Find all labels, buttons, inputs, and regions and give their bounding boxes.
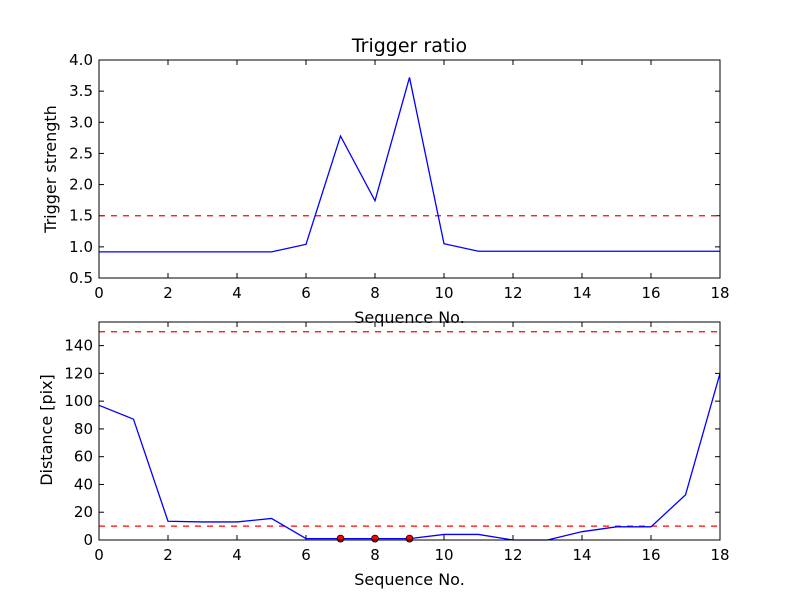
x-tick-label: 4: [232, 284, 242, 302]
y-tick-label: 60: [74, 448, 93, 466]
x-tick-label: 16: [641, 546, 660, 564]
y-axis-label: Trigger strength: [41, 105, 60, 234]
y-tick-label: 3.5: [69, 82, 93, 100]
y-tick-label: 140: [64, 337, 93, 355]
chart-title: Trigger ratio: [351, 35, 467, 57]
x-tick-label: 6: [301, 546, 311, 564]
plot-frame: [98, 321, 721, 541]
x-tick-label: 12: [503, 546, 522, 564]
plot-frame: [98, 59, 721, 279]
y-tick-label: 3.0: [69, 113, 93, 131]
threshold-lines: [99, 331, 720, 527]
series-line: [98, 373, 721, 541]
y-tick-label: 100: [64, 392, 93, 410]
x-tick-label: 6: [301, 284, 311, 302]
y-tick-label: 0: [83, 531, 93, 549]
series-line: [99, 77, 720, 253]
x-tick-label: 12: [503, 284, 522, 302]
y-tick-label: 80: [74, 420, 93, 438]
marker-point: [371, 534, 379, 543]
x-tick-label: 8: [370, 284, 380, 302]
x-tick-label: 10: [434, 284, 453, 302]
x-tick-label: 14: [572, 546, 591, 564]
x-tick-label: 2: [163, 546, 173, 564]
y-tick-label: 1.5: [69, 207, 93, 225]
ticks-group: 0 2 4 6 8 10 12 14 16 18 0.5 1.0 1.5 2.0 2.5 3.0 3.5 4.0: [69, 51, 729, 302]
x-tick-label: 0: [94, 546, 104, 564]
top-panel: Trigger ratio Sequence No. Trigger stren…: [41, 35, 730, 327]
x-tick-label: 18: [710, 284, 729, 302]
x-tick-label: 14: [572, 284, 591, 302]
x-tick-label: 2: [163, 284, 173, 302]
y-tick-label: 0.5: [69, 269, 93, 287]
y-tick-label: 120: [64, 364, 93, 382]
y-tick-label: 2.0: [69, 176, 93, 194]
y-axis-label: Distance [pix]: [37, 374, 56, 486]
series-group: [99, 77, 720, 253]
x-tick-label: 4: [232, 546, 242, 564]
marker-point: [405, 534, 414, 543]
ticks-group: 0 2 4 6 8 10 12 14 16 18 0 20 40 60 80 100 120 140: [64, 322, 730, 564]
x-tick-label: 18: [710, 546, 729, 564]
x-tick-label: 8: [370, 546, 380, 564]
y-tick-label: 1.0: [69, 238, 93, 256]
x-tick-label: 16: [641, 284, 660, 302]
x-tick-label: 10: [434, 546, 453, 564]
x-axis-label: Sequence No.: [354, 308, 465, 327]
marker-point: [336, 534, 345, 543]
bottom-panel: Sequence No. Distance [pix] 0 2 4 6 8 10 12 14 1…: [37, 321, 730, 589]
series-group: [98, 373, 721, 541]
y-tick-label: 4.0: [69, 51, 93, 69]
y-tick-label: 2.5: [69, 144, 93, 162]
y-tick-label: 40: [74, 475, 93, 493]
y-tick-label: 20: [74, 503, 93, 521]
x-tick-label: 0: [94, 284, 104, 302]
x-axis-label: Sequence No.: [354, 570, 465, 589]
